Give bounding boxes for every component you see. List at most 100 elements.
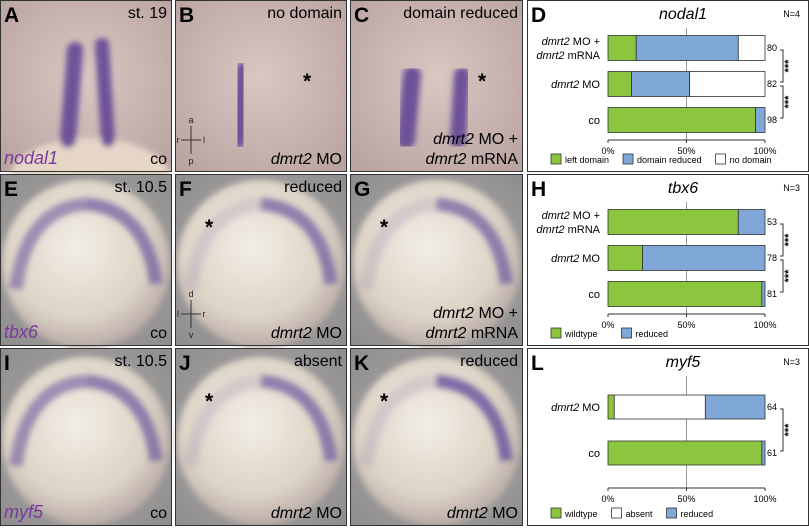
panel-letter: H — [531, 178, 546, 201]
stain — [260, 374, 338, 463]
stain — [9, 374, 87, 467]
asterisk: * — [478, 70, 487, 93]
x-tick-label: 0% — [601, 320, 614, 330]
sample-size: 78 — [767, 253, 777, 263]
bar-segment — [737, 209, 766, 235]
significance-label: *** — [783, 423, 795, 437]
photo-stain — [230, 62, 251, 148]
bar-segment — [635, 35, 739, 61]
bar-segment — [631, 71, 691, 97]
bar-segment — [613, 394, 706, 420]
n-label: N=4 — [783, 9, 800, 19]
sample-size: 53 — [767, 217, 777, 227]
sample-size: 61 — [767, 448, 777, 458]
stain — [184, 374, 262, 467]
panel-border — [175, 0, 347, 172]
category-label: dmrt2 MO + — [542, 36, 600, 48]
x-tick-label: 100% — [753, 146, 776, 156]
significance-label: *** — [783, 59, 795, 73]
photo-background — [350, 0, 523, 172]
axis-label: p — [188, 156, 193, 166]
legend-label: reduced — [636, 329, 669, 339]
panel-label: st. 19 — [128, 5, 167, 22]
legend-swatch — [666, 507, 677, 519]
panel-label: dmrt2 MO — [271, 325, 342, 342]
sample-size: 98 — [767, 115, 777, 125]
significance-bracket — [780, 408, 784, 452]
photo-stain — [177, 180, 345, 348]
photo-stain — [2, 180, 170, 348]
stain — [230, 62, 251, 148]
legend-swatch — [550, 327, 562, 339]
stain — [397, 66, 421, 149]
axis-label: v — [189, 330, 194, 340]
legend-label: reduced — [681, 509, 714, 519]
photo-stain — [397, 66, 470, 149]
bar-segment — [737, 35, 766, 61]
category-label: dmrt2 mRNA — [536, 50, 600, 62]
stain — [435, 374, 514, 463]
significance-label: *** — [783, 95, 795, 109]
significance-bracket — [780, 49, 784, 83]
panel-border — [175, 174, 347, 346]
panel-label: dmrt2 mRNA — [426, 151, 519, 168]
legend-swatch — [622, 153, 634, 165]
axis-label: l — [177, 309, 179, 319]
sample-size: 81 — [767, 289, 777, 299]
significance-label: *** — [783, 233, 795, 247]
category-label: dmrt2 MO — [551, 253, 600, 265]
legend-label: domain reduced — [637, 155, 702, 165]
panel-letter: C — [354, 4, 369, 27]
category-label: co — [588, 115, 600, 127]
panel-letter: F — [179, 178, 192, 201]
axis-label: a — [188, 115, 193, 125]
panel-label: reduced — [284, 179, 342, 196]
asterisk: * — [380, 216, 389, 239]
asterisk: * — [303, 70, 312, 93]
panel-label: co — [150, 151, 167, 168]
stain — [184, 197, 262, 290]
asterisk: * — [205, 216, 214, 239]
stain — [359, 374, 438, 467]
category-label: co — [588, 289, 600, 301]
gene-label: tbx6 — [4, 322, 39, 342]
bar-segment — [607, 394, 615, 420]
panel-label: st. 10.5 — [115, 353, 168, 370]
photo-background — [175, 0, 347, 172]
x-tick-label: 100% — [753, 320, 776, 330]
legend-swatch — [550, 153, 562, 165]
stain — [85, 374, 163, 463]
sample-size: 80 — [767, 43, 777, 53]
panel-label: dmrt2 MO — [271, 151, 342, 168]
significance-bracket — [780, 259, 784, 293]
category-label: dmrt2 MO — [551, 79, 600, 91]
bar-segment — [704, 394, 766, 420]
panel-label: co — [150, 505, 167, 522]
photo-stain — [352, 180, 521, 348]
panel-label: reduced — [460, 353, 518, 370]
panel-border — [350, 174, 523, 346]
panel-label: dmrt2 MO — [447, 505, 518, 522]
x-tick-label: 100% — [753, 494, 776, 504]
bar-segment — [607, 281, 763, 307]
bar-segment — [607, 209, 739, 235]
x-tick-label: 0% — [601, 146, 614, 156]
legend-label: wildtype — [564, 329, 598, 339]
panel-label: dmrt2 MO + — [433, 305, 518, 322]
category-label: dmrt2 MO — [551, 402, 600, 414]
bar-segment — [642, 245, 766, 271]
bar-segment — [607, 245, 643, 271]
x-tick-label: 50% — [677, 494, 695, 504]
legend-label: left domain — [565, 155, 609, 165]
chart-title: tbx6 — [668, 180, 698, 197]
stain — [359, 197, 438, 290]
photo-stain — [177, 357, 345, 525]
panel-letter: L — [531, 352, 544, 375]
panel-letter: J — [179, 352, 191, 375]
panel-letter: I — [4, 352, 10, 375]
bar-segment — [607, 35, 637, 61]
significance-label: *** — [783, 269, 795, 283]
panel-letter: E — [4, 178, 18, 201]
panel-letter: K — [354, 352, 369, 375]
chart-title: myf5 — [666, 354, 701, 371]
